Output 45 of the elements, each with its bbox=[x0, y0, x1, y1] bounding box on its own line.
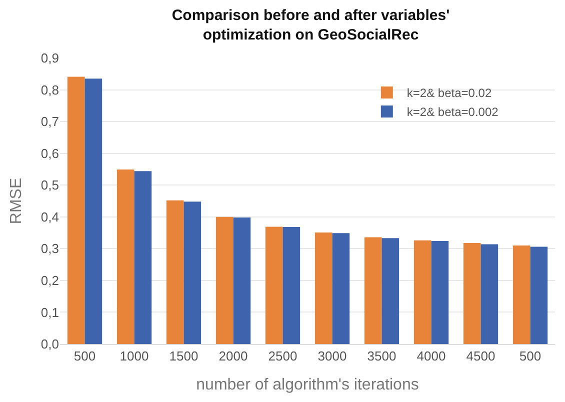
x-axis-title: number of algorithm's iterations bbox=[196, 376, 419, 394]
bar bbox=[364, 237, 382, 344]
x-tick-label: 1000 bbox=[120, 348, 149, 364]
bar bbox=[480, 244, 498, 344]
x-tick-label: 500 bbox=[519, 348, 542, 364]
bar bbox=[332, 233, 350, 344]
bar bbox=[382, 238, 400, 344]
bar bbox=[463, 242, 481, 344]
bar bbox=[84, 78, 102, 344]
y-tick-label: 0,6 bbox=[40, 146, 59, 161]
chart-title: Comparison before and after variables' optimization on GeoSocialRec bbox=[172, 7, 450, 44]
y-tick-label: 0,4 bbox=[40, 209, 59, 224]
y-axis-title: RMSE bbox=[8, 178, 25, 224]
x-tick-label: 2000 bbox=[218, 348, 248, 364]
bar bbox=[216, 216, 234, 344]
bar bbox=[116, 170, 134, 344]
bar bbox=[431, 241, 449, 344]
bar bbox=[184, 202, 202, 344]
x-tick-label: 4000 bbox=[416, 348, 446, 364]
x-tick-label: 3500 bbox=[367, 348, 396, 364]
x-tick-label: 2500 bbox=[268, 348, 298, 364]
bar bbox=[414, 240, 432, 344]
bar bbox=[166, 200, 184, 344]
y-tick-label: 0,8 bbox=[40, 82, 59, 98]
x-tick-label: 1500 bbox=[169, 348, 198, 364]
y-tick-label: 0,3 bbox=[40, 241, 59, 256]
x-tick-label: 3000 bbox=[318, 348, 347, 364]
bar bbox=[282, 227, 300, 344]
legend-label: k=2& beta=0.002 bbox=[406, 105, 499, 120]
y-tick-label: 0,9 bbox=[40, 50, 59, 66]
bar bbox=[530, 246, 548, 344]
bar bbox=[512, 245, 530, 344]
y-tick-label: 0,0 bbox=[40, 336, 59, 352]
bar bbox=[265, 226, 283, 344]
bar bbox=[134, 171, 152, 344]
legend-label: k=2& beta=0.02 bbox=[406, 86, 492, 100]
x-tick-label: 4500 bbox=[466, 348, 496, 364]
bar bbox=[67, 76, 85, 344]
y-tick-label: 0,7 bbox=[40, 114, 59, 130]
y-tick-label: 0,2 bbox=[40, 272, 59, 288]
x-tick-label: 500 bbox=[74, 348, 96, 364]
y-tick-label: 0,1 bbox=[40, 304, 59, 320]
bar bbox=[233, 218, 251, 344]
y-tick-label: 0,5 bbox=[40, 178, 59, 193]
bar bbox=[314, 232, 332, 344]
